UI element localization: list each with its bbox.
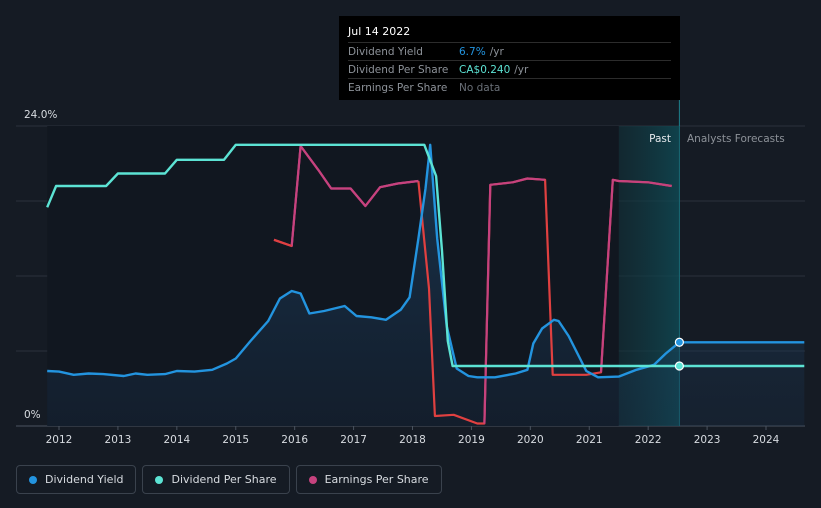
- y-axis-top-label: 24.0%: [24, 109, 57, 121]
- x-tick-label: 2023: [694, 434, 721, 446]
- dividend-yield-area: [47, 144, 805, 427]
- legend-label: Dividend Per Share: [171, 473, 277, 486]
- legend-item-dividend-per-share[interactable]: Dividend Per Share: [142, 465, 290, 494]
- x-tick-label: 2019: [458, 434, 485, 446]
- x-tick-label: 2024: [753, 434, 780, 446]
- legend-dot-icon: [29, 475, 37, 484]
- x-tick-label: 2015: [222, 434, 249, 446]
- past-label: Past: [649, 133, 671, 145]
- y-axis-bottom-label: 0%: [24, 409, 41, 421]
- legend-item-earnings-per-share[interactable]: Earnings Per Share: [295, 465, 442, 494]
- tooltip-value: CA$0.240: [459, 64, 511, 76]
- x-tick-label: 2022: [635, 434, 662, 446]
- x-tick-label: 2014: [163, 434, 190, 446]
- tooltip-value: 6.7%: [459, 46, 486, 58]
- tooltip-row-earnings-per-share: Earnings Per Share No data: [348, 78, 671, 96]
- tooltip-unit: /yr: [514, 64, 529, 76]
- tooltip-value: No data: [459, 82, 501, 94]
- tooltip-label: Earnings Per Share: [348, 82, 448, 94]
- tooltip-label: Dividend Yield: [348, 46, 423, 58]
- legend-item-dividend-yield[interactable]: Dividend Yield: [16, 465, 137, 494]
- dividend-yield-marker: [674, 337, 684, 347]
- dividend-yield-line: [47, 143, 805, 379]
- dividend-per-share-marker: [674, 361, 684, 371]
- x-tick-label: 2018: [399, 434, 426, 446]
- x-tick-label: 2013: [105, 434, 132, 446]
- tooltip-row-dividend-yield: Dividend Yield 6.7% /yr: [348, 42, 671, 60]
- legend-dot-icon: [155, 475, 164, 484]
- earnings-per-share-line-start: [273, 238, 293, 248]
- x-tick-label: 2017: [340, 434, 367, 446]
- tooltip-date: Jul 14 2022: [348, 25, 411, 38]
- tooltip: Jul 14 2022 Dividend Yield 6.7% /yr Divi…: [339, 16, 680, 100]
- tooltip-row-dividend-per-share: Dividend Per Share CA$0.240 /yr: [348, 60, 671, 78]
- legend-dot-icon: [308, 475, 317, 484]
- legend: Dividend Yield Dividend Per Share Earnin…: [16, 465, 442, 494]
- x-tick-label: 2021: [576, 434, 603, 446]
- x-tick-label: 2016: [281, 434, 308, 446]
- legend-label: Earnings Per Share: [324, 473, 429, 486]
- legend-label: Dividend Yield: [45, 473, 124, 486]
- analysts-forecasts-label: Analysts Forecasts: [687, 133, 785, 145]
- earnings-per-share-line-rise: [290, 144, 419, 247]
- earnings-per-share-line-rise: [599, 178, 672, 373]
- tooltip-label: Dividend Per Share: [348, 64, 449, 76]
- x-tick-label: 2012: [46, 434, 73, 446]
- earnings-per-share-line-rise: [483, 177, 546, 424]
- tooltip-unit: /yr: [489, 46, 504, 58]
- dividend-per-share-line: [46, 143, 805, 368]
- x-tick-label: 2020: [517, 434, 544, 446]
